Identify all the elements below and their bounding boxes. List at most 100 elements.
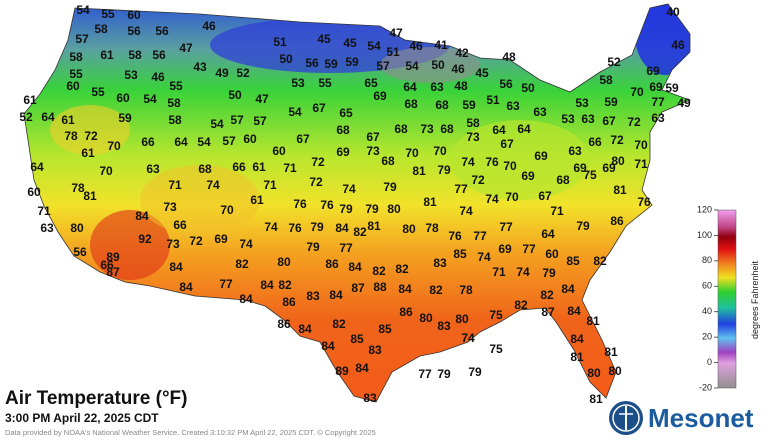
temperature-label: 75 xyxy=(489,308,503,322)
temperature-label: 82 xyxy=(235,257,249,271)
temperature-label: 84 xyxy=(321,339,335,353)
temperature-label: 70 xyxy=(405,146,419,160)
temperature-label: 73 xyxy=(163,200,177,214)
temperature-label: 63 xyxy=(533,105,547,119)
temperature-label: 55 xyxy=(101,7,115,21)
temperature-label: 68 xyxy=(198,162,212,176)
temperature-label: 47 xyxy=(179,41,193,55)
colorbar-label: degrees Fahrenheit xyxy=(750,260,760,339)
temperature-label: 80 xyxy=(277,255,291,269)
temperature-label: 57 xyxy=(75,32,89,46)
temperature-label: 69 xyxy=(602,161,616,175)
temperature-label: 64 xyxy=(492,123,506,137)
temperature-label: 68 xyxy=(440,122,454,136)
temperature-label: 86 xyxy=(325,257,339,271)
temperature-label: 82 xyxy=(514,298,528,312)
map-subtitle: 3:00 PM April 22, 2025 CDT xyxy=(5,411,159,425)
temperature-label: 84 xyxy=(355,361,369,375)
temperature-label: 84 xyxy=(561,282,575,296)
temperature-label: 71 xyxy=(550,204,564,218)
temperature-label: 80 xyxy=(587,366,601,380)
temperature-label: 70 xyxy=(505,190,519,204)
temperature-label: 56 xyxy=(127,24,141,38)
temperature-label: 70 xyxy=(634,138,648,152)
temperature-label: 74 xyxy=(264,220,278,234)
temperature-label: 83 xyxy=(363,391,377,405)
temperature-label: 58 xyxy=(168,113,182,127)
temperature-label: 70 xyxy=(503,159,517,173)
temperature-label: 80 xyxy=(455,312,469,326)
temperature-label: 42 xyxy=(455,46,469,60)
temperature-label: 77 xyxy=(339,241,353,255)
temperature-label: 75 xyxy=(489,342,503,356)
temperature-label: 82 xyxy=(278,278,292,292)
temperature-label: 64 xyxy=(541,227,555,241)
temperature-label: 84 xyxy=(169,260,183,274)
colorbar-tick-label: 20 xyxy=(702,332,712,342)
temperature-label: 58 xyxy=(69,50,83,64)
temperature-label: 78 xyxy=(64,129,78,143)
temperature-label: 69 xyxy=(373,89,387,103)
temperature-label: 59 xyxy=(665,81,679,95)
logo-icon xyxy=(609,401,643,435)
temperature-label: 56 xyxy=(305,56,319,70)
temperature-label: 69 xyxy=(649,80,663,94)
temperature-label: 59 xyxy=(604,95,618,109)
temperature-label: 84 xyxy=(135,209,149,223)
temperature-label: 56 xyxy=(499,77,513,91)
temperature-label: 68 xyxy=(435,98,449,112)
temperature-label: 46 xyxy=(409,39,423,53)
logo-text: Mesonet xyxy=(648,403,754,433)
temperature-label: 81 xyxy=(604,345,618,359)
temperature-label: 56 xyxy=(152,48,166,62)
temperature-label: 84 xyxy=(179,280,193,294)
temperature-label: 81 xyxy=(367,219,381,233)
temperature-label: 52 xyxy=(607,55,621,69)
temperature-label: 51 xyxy=(386,45,400,59)
temperature-label: 81 xyxy=(589,392,603,406)
temperature-label: 89 xyxy=(335,364,349,378)
temperature-label: 85 xyxy=(378,322,392,336)
temperature-label: 64 xyxy=(174,135,188,149)
temperature-label: 41 xyxy=(434,38,448,52)
temperature-label: 61 xyxy=(81,146,95,160)
temperature-label: 60 xyxy=(243,132,257,146)
temperature-label: 81 xyxy=(423,195,437,209)
temperature-label: 63 xyxy=(506,99,520,113)
temperature-label: 83 xyxy=(433,256,447,270)
temperature-label: 86 xyxy=(277,317,291,331)
temperature-label: 66 xyxy=(100,258,114,272)
temperature-label: 84 xyxy=(298,322,312,336)
temperature-label: 57 xyxy=(230,113,244,127)
temperature-label: 67 xyxy=(296,132,310,146)
temperature-label: 60 xyxy=(127,8,141,22)
temperature-label: 60 xyxy=(66,79,80,93)
temperature-label: 55 xyxy=(69,67,83,81)
temperature-label: 53 xyxy=(561,112,575,126)
colorbar-tick-label: 100 xyxy=(697,230,712,240)
temperature-label: 79 xyxy=(383,180,397,194)
temperature-label: 58 xyxy=(94,22,108,36)
temperature-label: 68 xyxy=(336,123,350,137)
temperature-label: 67 xyxy=(366,130,380,144)
temperature-label: 77 xyxy=(473,229,487,243)
temperature-label: 50 xyxy=(521,81,535,95)
colorbar-tick-label: 0 xyxy=(707,357,712,367)
temperature-label: 59 xyxy=(462,98,476,112)
temperature-label: 66 xyxy=(141,135,155,149)
temperature-label: 48 xyxy=(454,79,468,93)
temperature-label: 74 xyxy=(461,331,475,345)
temperature-label: 79 xyxy=(365,202,379,216)
temperature-label: 72 xyxy=(627,115,641,129)
temperature-label: 92 xyxy=(138,232,152,246)
temperature-label: 79 xyxy=(339,202,353,216)
temperature-label: 67 xyxy=(602,114,616,128)
colorbar-tick-label: 40 xyxy=(702,306,712,316)
temperature-label: 51 xyxy=(273,35,287,49)
temperature-label: 86 xyxy=(610,214,624,228)
temperature-label: 70 xyxy=(107,139,121,153)
temperature-label: 68 xyxy=(381,154,395,168)
temperature-label: 69 xyxy=(534,149,548,163)
colorbar xyxy=(717,209,737,389)
temperature-label: 70 xyxy=(220,203,234,217)
